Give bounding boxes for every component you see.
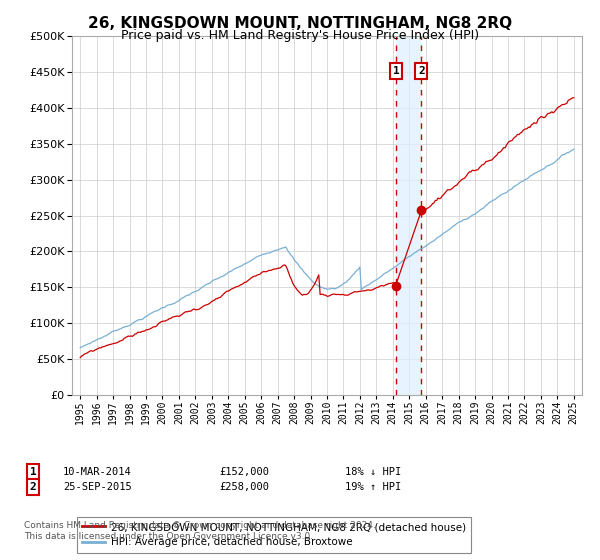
- Text: 10-MAR-2014: 10-MAR-2014: [63, 466, 132, 477]
- Text: Price paid vs. HM Land Registry's House Price Index (HPI): Price paid vs. HM Land Registry's House …: [121, 29, 479, 42]
- Text: 2: 2: [29, 482, 37, 492]
- Text: 18% ↓ HPI: 18% ↓ HPI: [345, 466, 401, 477]
- Legend: 26, KINGSDOWN MOUNT, NOTTINGHAM, NG8 2RQ (detached house), HPI: Average price, d: 26, KINGSDOWN MOUNT, NOTTINGHAM, NG8 2RQ…: [77, 517, 471, 553]
- Text: 1: 1: [29, 466, 37, 477]
- Bar: [396, 36, 421, 395]
- Text: 1: 1: [392, 66, 400, 76]
- Text: 25-SEP-2015: 25-SEP-2015: [63, 482, 132, 492]
- Text: 2: 2: [418, 66, 425, 76]
- Text: £258,000: £258,000: [219, 482, 269, 492]
- Text: 19% ↑ HPI: 19% ↑ HPI: [345, 482, 401, 492]
- Text: Contains HM Land Registry data © Crown copyright and database right 2024.
This d: Contains HM Land Registry data © Crown c…: [24, 521, 376, 540]
- Text: 26, KINGSDOWN MOUNT, NOTTINGHAM, NG8 2RQ: 26, KINGSDOWN MOUNT, NOTTINGHAM, NG8 2RQ: [88, 16, 512, 31]
- Text: £152,000: £152,000: [219, 466, 269, 477]
